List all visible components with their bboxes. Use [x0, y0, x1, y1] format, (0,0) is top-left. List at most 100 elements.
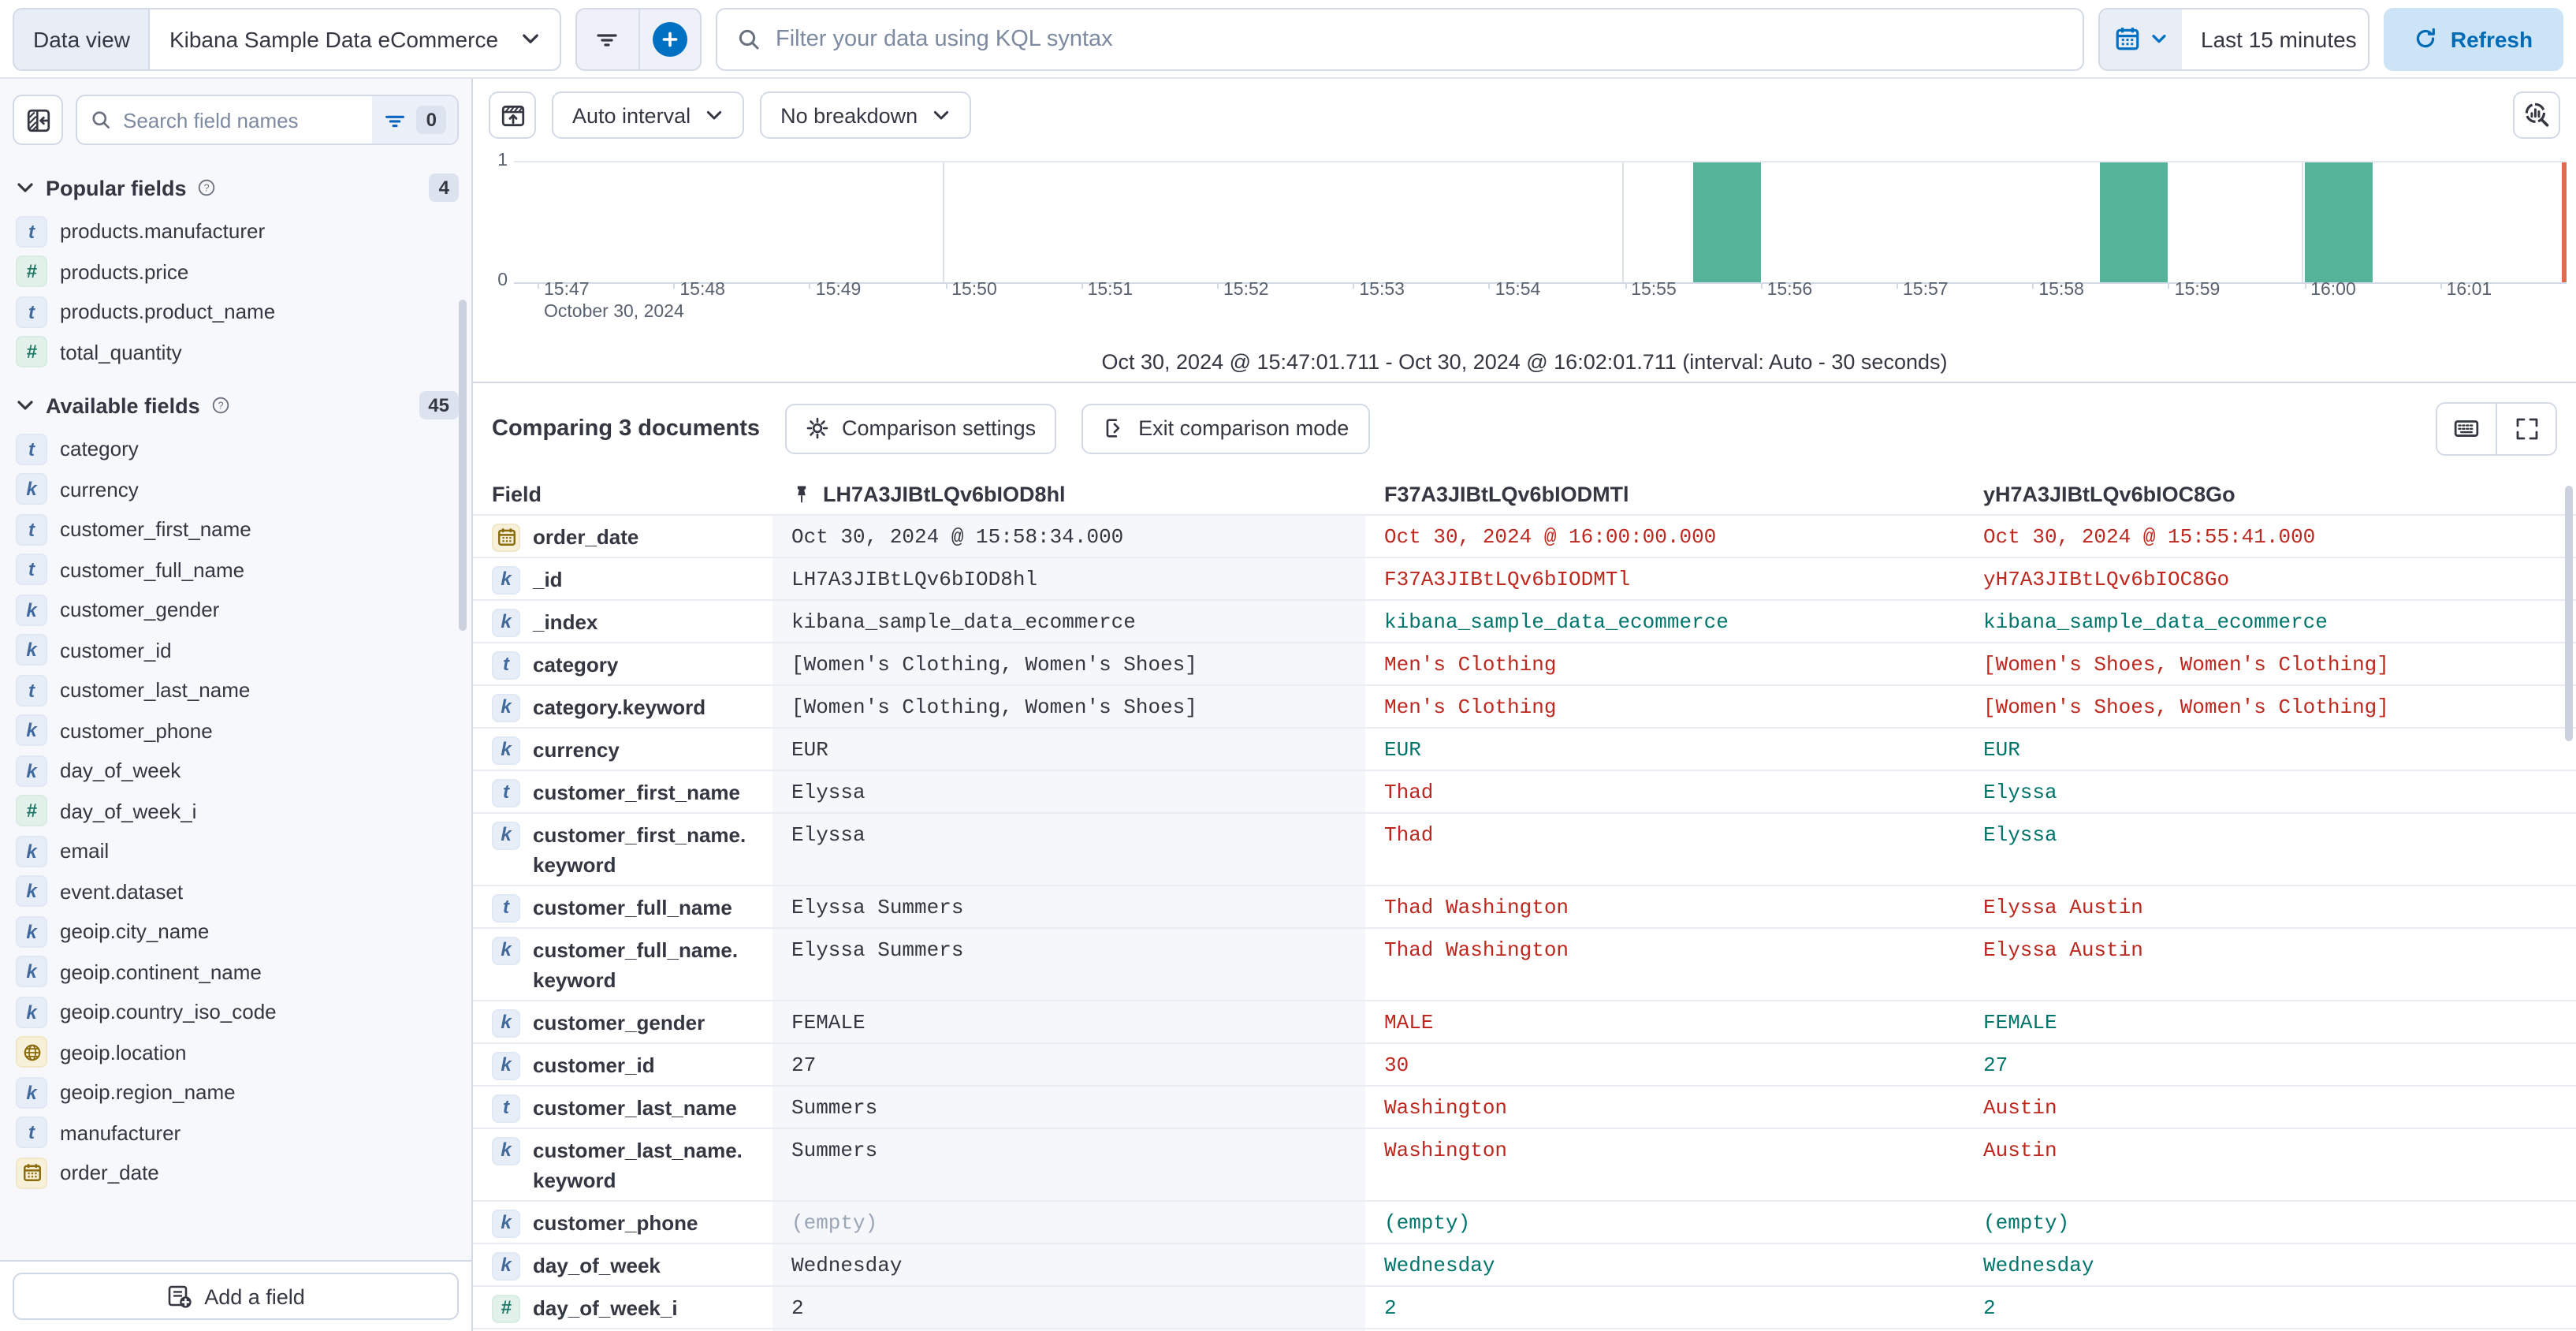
geo-point-field-icon — [16, 1036, 47, 1068]
field-type-icon: k — [16, 594, 47, 626]
histogram-bar[interactable] — [2304, 162, 2373, 282]
table-row-customer_gender: k customer_gender FEMALE MALE FEMALE — [473, 1000, 2576, 1042]
sidebar-field-item-customer_full_name[interactable]: t customer_full_name — [0, 550, 471, 590]
data-view-value: Kibana Sample Data eCommerce — [169, 26, 499, 51]
field-item-label: order_date — [60, 1161, 159, 1185]
data-view-picker[interactable]: Data view Kibana Sample Data eCommerce — [13, 7, 561, 70]
refresh-icon — [2414, 27, 2438, 50]
y-axis-tick-top: 1 — [497, 151, 508, 170]
field-type-icon: t — [16, 433, 47, 465]
sidebar-field-item-order_date[interactable]: order_date — [0, 1153, 471, 1193]
chevron-down-icon — [2150, 30, 2168, 47]
sidebar-field-item-customer_first_name[interactable]: t customer_first_name — [0, 509, 471, 550]
exit-comparison-button[interactable]: Exit comparison mode — [1081, 403, 1370, 453]
x-axis-tick-label: 15:56 — [1766, 281, 1813, 300]
sidebar-field-item-customer_gender[interactable]: k customer_gender — [0, 590, 471, 630]
field-type-icon: t — [16, 554, 47, 586]
field-item-label: geoip.continent_name — [60, 960, 262, 984]
field-cell: k currency — [473, 729, 772, 770]
sidebar-field-item-day_of_week[interactable]: k day_of_week — [0, 751, 471, 791]
time-picker-quick-menu[interactable] — [2100, 9, 2182, 69]
field-cell: k day_of_week — [473, 1244, 772, 1285]
value-cell: MALE — [1384, 1011, 1434, 1035]
sidebar-field-item-geoip.country_iso_code[interactable]: k geoip.country_iso_code — [0, 992, 471, 1032]
field-item-label: customer_id — [60, 638, 172, 662]
sidebar-field-item-products.product_name[interactable]: t products.product_name — [0, 292, 471, 332]
chevron-down-icon — [16, 178, 35, 197]
value-cell: [Women's Shoes, Women's Clothing] — [1983, 695, 2389, 719]
add-filter-button[interactable] — [638, 9, 700, 69]
sidebar-field-item-geoip.city_name[interactable]: k geoip.city_name — [0, 912, 471, 952]
sidebar-field-item-customer_last_name[interactable]: t customer_last_name — [0, 670, 471, 710]
sidebar-field-item-geoip.region_name[interactable]: k geoip.region_name — [0, 1072, 471, 1113]
sidebar-field-item-manufacturer[interactable]: t manufacturer — [0, 1113, 471, 1153]
time-picker[interactable]: Last 15 minutes — [2098, 7, 2369, 70]
histogram-bar[interactable] — [2100, 162, 2168, 282]
comparison-settings-button[interactable]: Comparison settings — [785, 403, 1057, 453]
x-axis-tick-label: 16:00 — [2310, 281, 2356, 300]
filter-controls — [575, 7, 702, 70]
doc-column-header[interactable]: yH7A3JIBtLQv6bIOC8Go — [1964, 482, 2557, 505]
value-cell: Thad Washington — [1384, 896, 1569, 919]
value-cell: Oct 30, 2024 @ 15:55:41.000 — [1983, 525, 2316, 549]
sidebar-field-item-geoip.continent_name[interactable]: k geoip.continent_name — [0, 952, 471, 992]
value-cell: EUR — [1983, 738, 2020, 762]
breakdown-dropdown[interactable]: No breakdown — [760, 91, 972, 139]
collapse-sidebar-button[interactable] — [13, 95, 63, 145]
value-cell: Elyssa Austin — [1983, 938, 2143, 962]
sidebar-field-item-category[interactable]: t category — [0, 429, 471, 469]
x-axis-date-label: October 30, 2024 — [544, 303, 684, 322]
main-panel: Auto interval No breakdown 1 0 15:47 15:4… — [473, 79, 2576, 1331]
sidebar-field-item-event.dataset[interactable]: k event.dataset — [0, 871, 471, 912]
popular-fields-header[interactable]: Popular fields ? 4 — [0, 158, 471, 208]
filter-options-button[interactable] — [577, 9, 638, 69]
field-item-label: products.manufacturer — [60, 219, 266, 244]
sidebar-field-item-currency[interactable]: k currency — [0, 469, 471, 509]
doc-column-header-pinned[interactable]: LH7A3JIBtLQv6bIOD8hl — [772, 482, 1365, 505]
x-axis-tick-label: 15:55 — [1631, 281, 1677, 300]
grid-line — [942, 162, 944, 282]
field-type-icon: k — [16, 996, 47, 1028]
available-fields-count-badge: 45 — [419, 391, 459, 419]
interval-label: Auto interval — [572, 103, 691, 127]
sidebar-scrollbar[interactable] — [459, 300, 467, 631]
table-scrollbar[interactable] — [2565, 486, 2573, 741]
pin-icon — [791, 483, 812, 504]
y-axis-tick-bottom: 0 — [497, 271, 508, 290]
table-row-customer_phone: k customer_phone (empty) (empty) (empty) — [473, 1200, 2576, 1243]
sidebar-field-item-customer_phone[interactable]: k customer_phone — [0, 710, 471, 751]
field-filter-button[interactable]: 0 — [372, 96, 457, 144]
sidebar-field-item-day_of_week_i[interactable]: # day_of_week_i — [0, 791, 471, 831]
field-cell: k customer_id — [473, 1044, 772, 1085]
keyboard-shortcuts-button[interactable] — [2437, 403, 2496, 453]
table-row-customer_full_name: t customer_full_name Elyssa Summers Thad… — [473, 885, 2576, 927]
value-cell: (empty) — [1384, 1211, 1471, 1235]
value-cell: Men's Clothing — [1384, 695, 1557, 719]
refresh-button[interactable]: Refresh — [2384, 7, 2563, 70]
kql-search-input[interactable]: Filter your data using KQL syntax — [716, 7, 2084, 70]
search-icon — [736, 26, 761, 51]
fullscreen-button[interactable] — [2496, 403, 2556, 453]
sidebar-field-item-products.price[interactable]: # products.price — [0, 252, 471, 292]
explore-in-lens-button[interactable] — [2513, 91, 2560, 139]
sidebar-field-item-products.manufacturer[interactable]: t products.manufacturer — [0, 211, 471, 252]
field-search-input[interactable]: Search field names 0 — [76, 95, 459, 145]
available-fields-header[interactable]: Available fields ? 45 — [0, 375, 471, 426]
sidebar-field-item-customer_id[interactable]: k customer_id — [0, 630, 471, 670]
popular-fields-label: Popular fields — [46, 176, 187, 199]
field-type-icon: k — [492, 821, 520, 849]
sidebar-field-item-email[interactable]: k email — [0, 831, 471, 871]
value-cell: Austin — [1983, 1096, 2057, 1120]
value-cell: Thad — [1384, 823, 1434, 847]
x-axis-tick-label: 15:59 — [2174, 281, 2220, 300]
sidebar-field-item-geoip.location[interactable]: geoip.location — [0, 1032, 471, 1072]
hide-chart-button[interactable] — [489, 91, 536, 139]
exit-icon — [1102, 416, 1126, 440]
doc-column-header[interactable]: F37A3JIBtLQv6bIODMTl — [1365, 482, 1964, 505]
sidebar-field-item-total_quantity[interactable]: # total_quantity — [0, 332, 471, 372]
field-type-icon: t — [16, 296, 47, 328]
interval-dropdown[interactable]: Auto interval — [552, 91, 745, 139]
field-name: day_of_week_i — [533, 1296, 678, 1320]
histogram-bar[interactable] — [1692, 162, 1761, 282]
add-field-button[interactable]: Add a field — [13, 1273, 459, 1320]
